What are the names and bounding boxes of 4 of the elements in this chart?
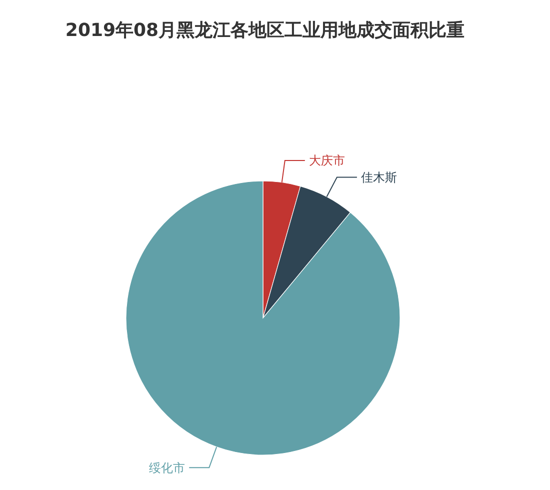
slice-label: 大庆市	[308, 154, 345, 168]
slice-label: 佳木斯	[360, 170, 397, 184]
slice-label: 绥化市	[149, 460, 186, 475]
chart-title: 2019年08月黑龙江各地区工业用地成交面积比重	[65, 20, 465, 41]
